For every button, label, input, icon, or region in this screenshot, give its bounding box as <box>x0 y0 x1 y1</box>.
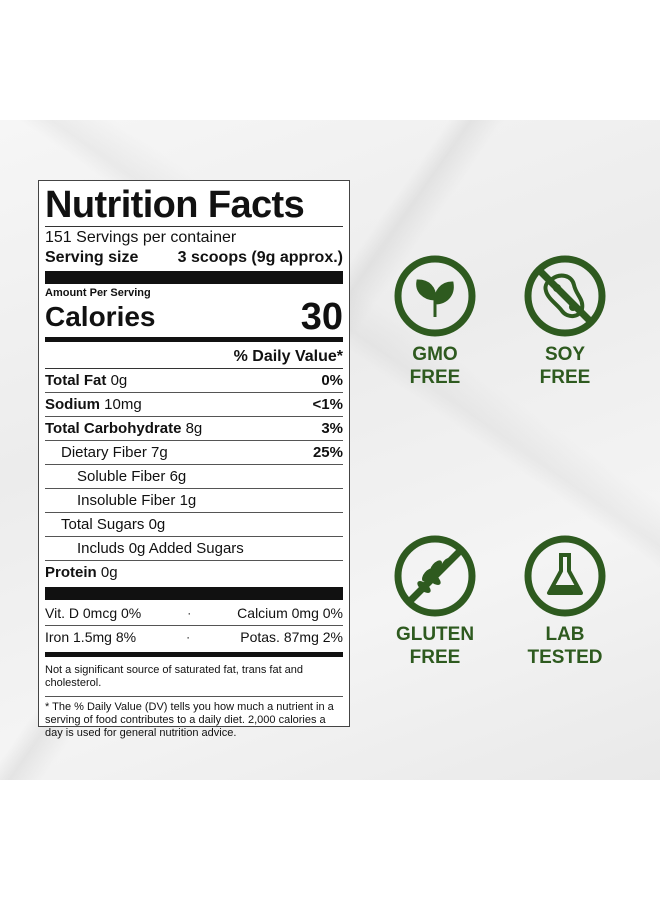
badge-line: GMO <box>412 344 458 365</box>
serving-size: Serving size 3 scoops (9g approx.) <box>45 248 343 268</box>
nutrient-name: Total Sugars <box>61 516 145 533</box>
nutrient-name: Total Fat <box>45 372 107 389</box>
serving-size-label: Serving size <box>45 249 139 266</box>
title: Nutrition Facts <box>45 184 305 226</box>
nutrient-amount: 8g <box>185 420 203 437</box>
medium-rule <box>45 337 343 342</box>
badge-line: GLUTEN <box>395 624 475 645</box>
nutrient-amount: 0g <box>110 372 128 389</box>
nutrient-dv: 3% <box>321 420 343 437</box>
nutrient-row: Total Carbohydrate 8g 3% <box>45 417 343 441</box>
badge-line: LAB <box>545 624 585 645</box>
nutrient-row: Sodium 10mg <1% <box>45 393 343 417</box>
nutrient-name: Insoluble Fiber <box>77 492 176 509</box>
nutrient-name: Sodium <box>45 396 100 413</box>
nutrient-name: Includs 0g Added Sugars <box>77 540 244 557</box>
calories-label: Calories <box>45 301 156 332</box>
nutrient-row: Dietary Fiber 7g 25% <box>45 441 343 465</box>
nutrient-row: Soluble Fiber 6g <box>45 465 343 489</box>
nutrition-label: Nutrition Facts 151 Servings per contain… <box>38 180 350 739</box>
soy-icon <box>524 255 606 337</box>
nutrient-name: Soluble Fiber <box>77 468 166 485</box>
badge-line: FREE <box>409 367 461 388</box>
nutrient-amount: 0g <box>148 516 166 533</box>
nutrient-amount: 1g <box>179 492 197 509</box>
badge-line: FREE <box>539 367 591 388</box>
nutrient-name: Total Carbohydrate <box>45 420 182 437</box>
rule <box>45 226 343 227</box>
footnote: * The % Daily Value (DV) tells you how m… <box>45 701 334 739</box>
badge-line: FREE <box>409 647 461 668</box>
vitamin: Vit. D 0mcg 0% <box>45 605 142 621</box>
separator: · <box>186 630 191 644</box>
vitamin-row: Vit. D 0mcg 0% · Calcium 0mg 0% <box>45 602 343 626</box>
vitamin: Potas. 87mg 2% <box>240 629 343 645</box>
badge: LAB TESTED <box>505 535 625 669</box>
badge: SOY FREE <box>505 255 625 389</box>
separator: · <box>187 606 192 620</box>
thick-rule <box>45 271 343 284</box>
gmo-icon <box>394 255 476 337</box>
nutrient-dv: <1% <box>312 396 343 413</box>
daily-value-header: % Daily Value* <box>45 345 343 369</box>
nutrient-name: Dietary Fiber <box>61 444 147 461</box>
calories: Calories 30 <box>45 296 343 338</box>
badge: GLUTEN FREE <box>375 535 495 669</box>
vitamin: Calcium 0mg 0% <box>237 605 343 621</box>
amount-per-serving: Amount Per Serving <box>45 287 151 299</box>
badge-line: SOY <box>544 344 586 365</box>
nutrient-dv: 0% <box>321 372 343 389</box>
nutrient-amount: 7g <box>151 444 168 461</box>
servings: 151 Servings per container <box>45 229 237 246</box>
thick-rule <box>45 587 343 600</box>
nutrient-row: Insoluble Fiber 1g <box>45 489 343 513</box>
footnote: Not a significant source of saturated fa… <box>45 660 343 697</box>
nutrient-amount: 0g <box>100 564 118 581</box>
badge: GMO FREE <box>375 255 495 389</box>
nutrient-row: Includs 0g Added Sugars <box>45 537 343 561</box>
lab-icon <box>524 535 606 617</box>
gluten-icon <box>394 535 476 617</box>
nutrient-row: Total Sugars 0g <box>45 513 343 537</box>
calories-value: 30 <box>300 296 343 338</box>
nutrient-amount: 10mg <box>104 396 142 413</box>
vitamin-row: Iron 1.5mg 8% · Potas. 87mg 2% <box>45 626 343 649</box>
nutrient-name: Protein <box>45 564 97 581</box>
nutrient-amount: 6g <box>169 468 187 485</box>
medium-rule <box>45 652 343 657</box>
nutrient-row: Protein 0g <box>45 561 343 584</box>
nutrient-dv: 25% <box>312 444 343 461</box>
nutrient-row: Total Fat 0g 0% <box>45 369 343 393</box>
vitamin: Iron 1.5mg 8% <box>45 629 137 645</box>
badge-line: TESTED <box>527 647 603 668</box>
serving-size-value: 3 scoops (9g approx.) <box>177 249 343 266</box>
